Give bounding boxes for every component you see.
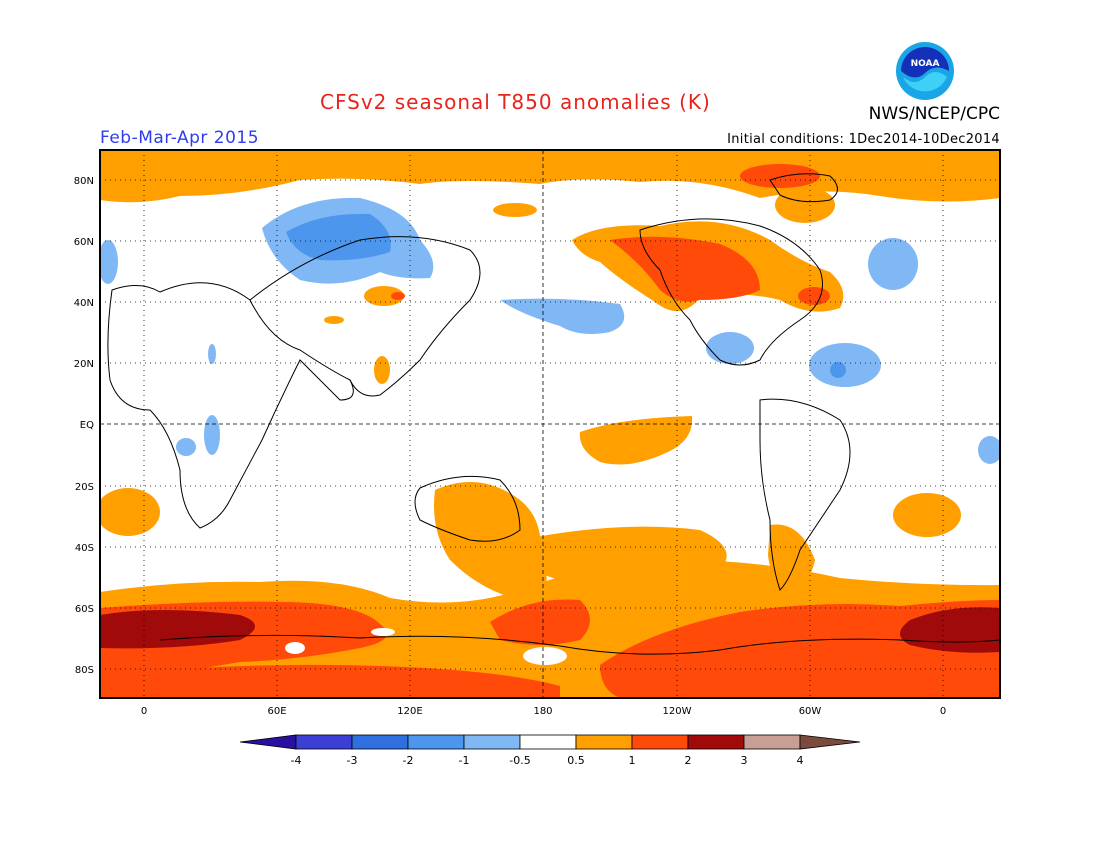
colorbar-label: 2: [685, 754, 692, 767]
colorbar-label: -3: [347, 754, 358, 767]
lat-label: 60N: [74, 237, 94, 248]
colorbar-label: 1: [629, 754, 636, 767]
lon-label: 60E: [267, 706, 286, 717]
lon-label: 0: [940, 706, 946, 717]
equator-dateline: [100, 150, 1000, 698]
lat-label: 60S: [75, 604, 94, 615]
lat-label: 40N: [74, 298, 94, 309]
svg-text:NOAA: NOAA: [911, 59, 940, 69]
colorbar-label: 4: [797, 754, 804, 767]
map-frame: [99, 149, 1001, 699]
colorbar-label: -4: [291, 754, 302, 767]
lat-label: EQ: [80, 420, 94, 431]
lat-label: 40S: [75, 543, 94, 554]
colorbar-swatch: [407, 734, 465, 750]
lon-label: 180: [533, 706, 552, 717]
colorbar-swatch: [463, 734, 521, 750]
colorbar-swatch: [239, 734, 297, 750]
lat-label: 20N: [74, 359, 94, 370]
lat-label: 80S: [75, 665, 94, 676]
lon-label: 60W: [799, 706, 822, 717]
coastlines: [107, 173, 1000, 655]
season-label: Feb-Mar-Apr 2015: [100, 128, 260, 148]
colorbar-swatch: [631, 734, 689, 750]
lon-label: 120W: [663, 706, 692, 717]
agency-label: NWS/NCEP/CPC: [868, 104, 1000, 124]
graticule: [100, 150, 1000, 698]
lon-label: 120E: [397, 706, 422, 717]
initial-conditions-label: Initial conditions: 1Dec2014-10Dec2014: [727, 132, 1000, 147]
colorbar-label: 3: [741, 754, 748, 767]
colorbar-swatch: [295, 734, 353, 750]
colorbar-label: -0.5: [509, 754, 530, 767]
colorbar-label: 0.5: [567, 754, 585, 767]
colorbar-swatch: [575, 734, 633, 750]
colorbar-swatch: [799, 734, 861, 750]
lon-label: 0: [141, 706, 147, 717]
noaa-logo-icon: NOAA: [896, 42, 954, 100]
colorbar-label: -2: [403, 754, 414, 767]
colorbar-swatch: [687, 734, 745, 750]
lat-label: 80N: [74, 176, 94, 187]
colorbar: [239, 734, 861, 750]
map-title: CFSv2 seasonal T850 anomalies (K): [320, 90, 711, 114]
colorbar-swatch: [743, 734, 801, 750]
colorbar-swatch: [351, 734, 409, 750]
colorbar-swatch: [519, 734, 577, 750]
lat-label: 20S: [75, 482, 94, 493]
lat-labels: 80N 60N 40N 20N EQ 20S 40S 60S 80S: [74, 176, 94, 676]
lon-labels: 0 60E 120E 180 120W 60W 0: [141, 706, 946, 717]
colorbar-label: -1: [459, 754, 470, 767]
colorbar-labels: -4 -3 -2 -1 -0.5 0.5 1 2 3 4: [291, 754, 804, 767]
